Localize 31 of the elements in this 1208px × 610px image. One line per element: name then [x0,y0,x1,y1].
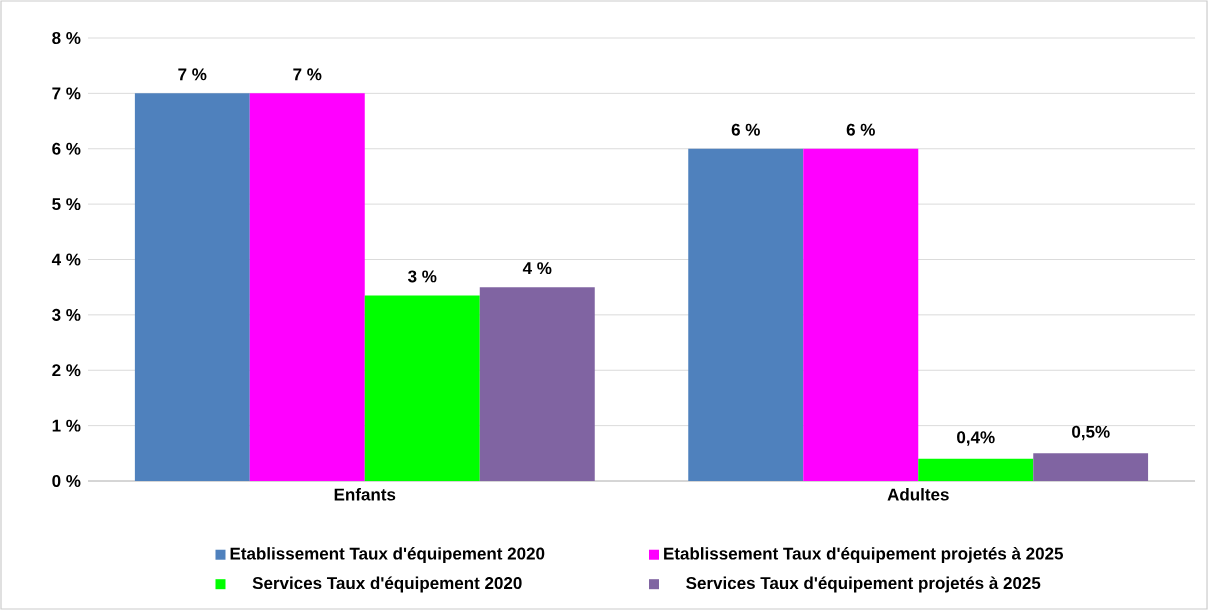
x-tick-label: Enfants [334,488,396,501]
y-tick-label: 1 % [52,419,81,432]
y-tick-label: 5 % [52,198,81,211]
y-tick-label: 4 % [51,253,81,266]
data-label: 0,4% [957,431,995,446]
bar [249,93,365,481]
legend-label: Services Taux d'équipement projetés à 2025 [686,576,1041,593]
data-label: 0,5% [1072,425,1110,441]
y-tick-label: 7 % [52,87,81,100]
bar [364,295,480,481]
y-tick-label: 2 % [52,364,81,377]
y-tick-label: 8 % [52,31,81,45]
y-tick-label: 0 % [52,474,81,488]
legend-label: Etablissement Taux d'équipement projetés à 2025 [664,546,1064,563]
data-label: 4 % [522,262,552,275]
legend-label: Etablissement Taux d'équipement 2020 [230,546,545,563]
data-label: 7 % [178,68,207,81]
legend-label: Services Taux d'équipement 2020 [252,576,522,593]
x-tick-label: Adultes [887,488,949,501]
bar [1033,453,1149,481]
data-label: 3 % [407,270,437,283]
bar [803,148,919,481]
y-tick-label: 6 % [52,142,81,155]
bar [688,148,804,481]
data-label: 6 % [846,123,875,136]
bar [479,287,595,481]
data-label: 6 % [731,123,760,136]
bar [134,93,250,481]
y-tick-label: 3 % [52,308,81,321]
bar [918,458,1034,481]
data-label: 7 % [293,68,322,81]
